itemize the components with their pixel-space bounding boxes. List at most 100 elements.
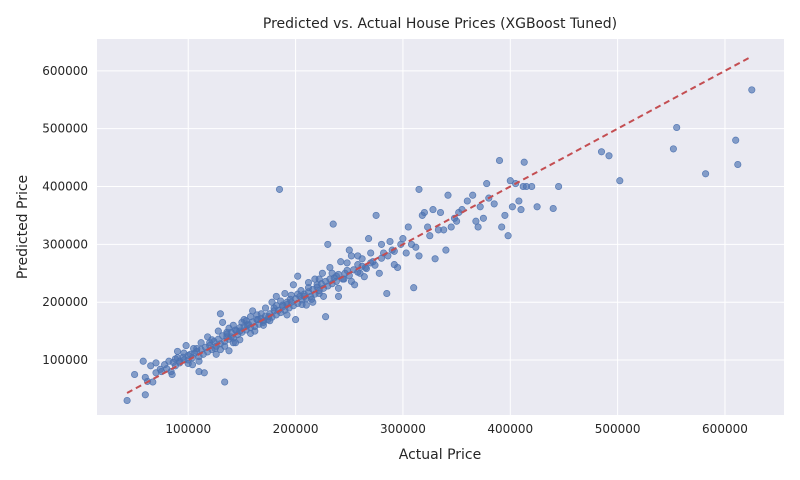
scatter-point <box>495 156 504 165</box>
y-tick-label: 200000 <box>42 295 88 309</box>
scatter-point <box>506 177 514 185</box>
scatter-point <box>214 327 222 335</box>
scatter-point <box>345 246 353 254</box>
scatter-point <box>365 235 373 243</box>
scatter-point <box>426 232 434 240</box>
scatter-point <box>354 268 362 276</box>
scatter-point <box>555 182 563 191</box>
x-tick-label: 600000 <box>702 422 748 436</box>
scatter-point <box>242 317 250 325</box>
scatter-point <box>442 246 450 254</box>
scatter-point <box>266 317 274 325</box>
x-tick-label: 300000 <box>380 422 426 436</box>
scatter-point <box>152 369 160 377</box>
scatter-point <box>334 284 343 292</box>
scatter-point <box>517 206 525 214</box>
scatter-point <box>304 278 313 287</box>
scatter-point <box>180 349 188 357</box>
scatter-point <box>272 292 280 300</box>
x-tick-label: 400000 <box>487 422 533 436</box>
scatter-point <box>259 321 267 329</box>
x-axis-label: Actual Price <box>399 447 481 463</box>
scatter-point <box>216 310 224 318</box>
scatter-point <box>402 249 410 257</box>
scatter-point <box>219 318 227 326</box>
scatter-point <box>520 158 528 166</box>
scatter-point <box>360 273 368 281</box>
scatter-point <box>309 298 317 306</box>
scatter-point <box>605 152 613 160</box>
scatter-point <box>483 180 491 188</box>
x-tick-label: 500000 <box>595 422 641 436</box>
scatter-point <box>298 300 306 309</box>
scatter-point <box>515 197 523 205</box>
scatter-point <box>123 396 131 405</box>
scatter-point <box>354 252 362 260</box>
y-tick-label: 300000 <box>42 237 88 251</box>
scatter-point <box>231 339 240 347</box>
y-tick-label: 100000 <box>42 353 88 367</box>
scatter-point <box>292 316 300 324</box>
scatter-point <box>169 358 177 366</box>
scatter-point <box>508 203 516 211</box>
scatter-point <box>394 263 402 272</box>
y-tick-labels: 100000 200000 300000 400000 500000 600000 <box>42 64 88 367</box>
scatter-point <box>329 220 337 228</box>
scatter-point <box>440 226 448 234</box>
y-tick-label: 600000 <box>42 64 88 78</box>
scatter-point <box>131 370 139 379</box>
scatter-point <box>748 86 756 94</box>
scatter-point <box>347 252 355 260</box>
scatter-point <box>431 255 439 263</box>
scatter-point <box>669 145 677 153</box>
scatter-point <box>337 258 345 266</box>
scatter-point <box>472 217 480 225</box>
scatter-point <box>343 259 351 267</box>
scatter-point <box>444 191 452 199</box>
scatter-point <box>141 391 149 399</box>
scatter-point <box>272 302 280 310</box>
scatter-point <box>249 307 257 315</box>
scatter-point <box>319 292 328 300</box>
scatter-point <box>212 350 220 358</box>
scatter-point <box>261 304 270 312</box>
scatter-point <box>195 357 203 365</box>
scatter-point <box>139 357 147 365</box>
scatter-point <box>528 182 536 191</box>
scatter-point <box>702 170 710 178</box>
reference-line <box>126 55 753 394</box>
y-tick-label: 500000 <box>42 122 88 136</box>
scatter-point <box>152 359 160 367</box>
scatter-point <box>289 281 297 289</box>
scatter-point <box>479 214 487 222</box>
scatter-point <box>412 243 420 251</box>
scatter-point <box>221 378 229 386</box>
scatter-point <box>372 211 380 219</box>
scatter-point <box>173 347 182 355</box>
scatter-point <box>436 208 445 217</box>
scatter-point <box>182 342 190 350</box>
scatter-point <box>673 123 681 132</box>
scatter-point <box>287 291 295 299</box>
scatter-point <box>410 284 418 292</box>
scatter-point <box>147 362 155 370</box>
gridlines <box>97 39 784 415</box>
scatter-point <box>281 289 289 298</box>
scatter-point <box>362 265 370 273</box>
scatter-point <box>490 200 498 208</box>
scatter-point <box>141 373 149 381</box>
scatter-point <box>149 378 157 386</box>
scatter-point <box>275 185 284 193</box>
scatter-point <box>386 237 394 246</box>
scatter-point <box>173 354 182 362</box>
scatter-point <box>616 177 624 185</box>
scatter-point <box>322 313 330 321</box>
scatter-point <box>469 191 477 199</box>
scatter-point <box>318 269 326 277</box>
scatter-point <box>447 223 455 231</box>
scatter-point <box>277 297 285 305</box>
scatter-point <box>246 329 255 337</box>
x-tick-label: 100000 <box>165 422 211 436</box>
scatter-point <box>404 223 412 231</box>
scatter-point <box>732 136 740 144</box>
